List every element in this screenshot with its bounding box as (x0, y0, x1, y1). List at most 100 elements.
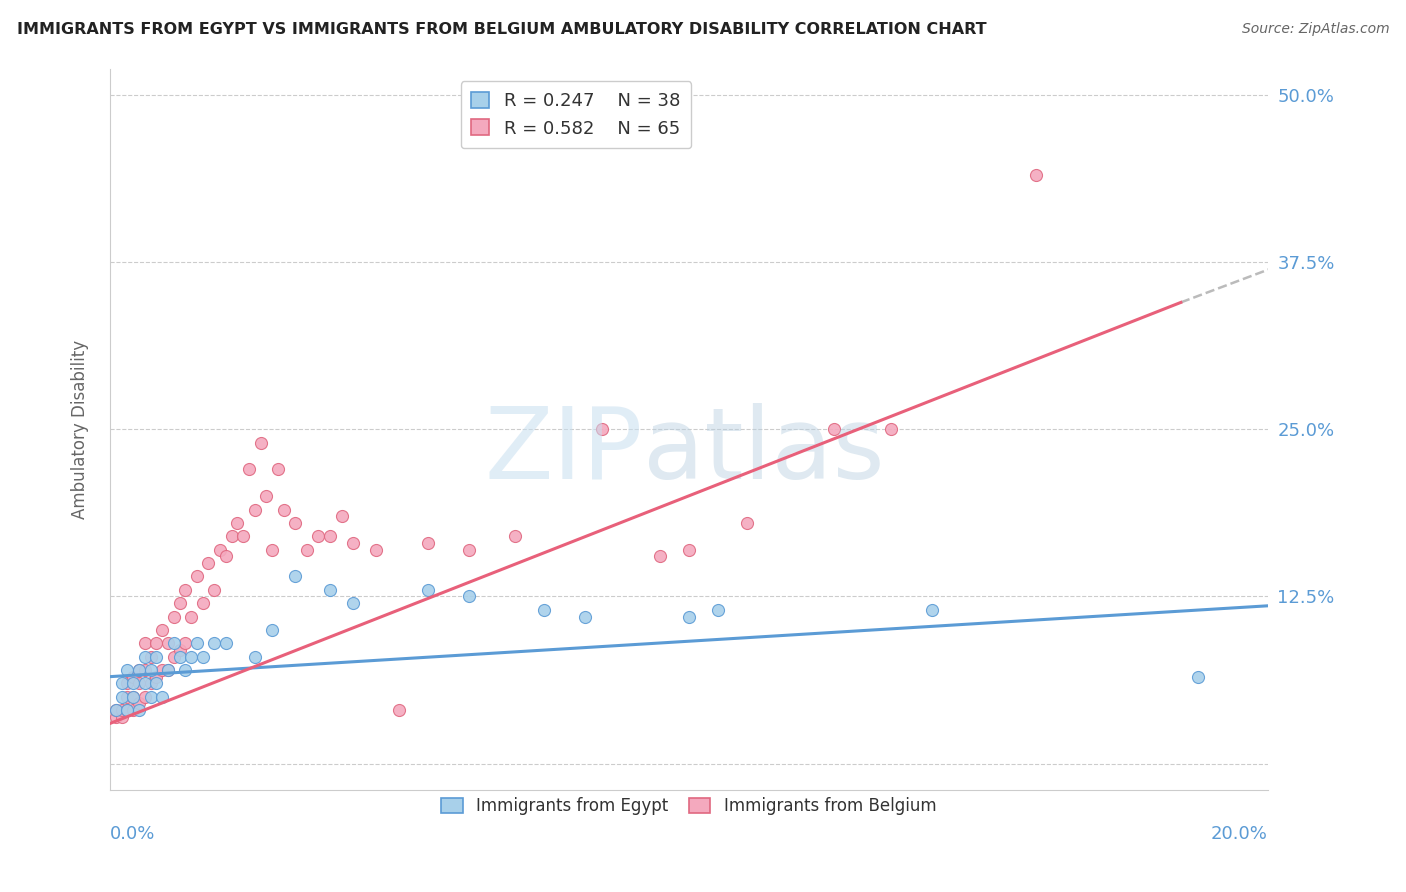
Point (707, 603, 730, 617)
Point (180, 649, 202, 664)
Point (134, 636, 156, 650)
Point (574, 609, 596, 624)
Point (111, 690, 134, 704)
Point (128, 703, 150, 717)
Point (169, 643, 191, 657)
Point (262, 542, 284, 557)
Point (134, 676, 156, 690)
Point (330, 509, 353, 524)
Text: 0.0%: 0.0% (110, 825, 156, 843)
Point (226, 516, 249, 530)
Point (458, 590, 481, 604)
Text: atlas: atlas (643, 402, 884, 500)
Point (186, 636, 208, 650)
Point (163, 636, 186, 650)
Point (134, 649, 156, 664)
Point (191, 596, 214, 610)
Point (202, 582, 225, 597)
Point (150, 623, 173, 637)
Point (128, 663, 150, 677)
Point (117, 690, 139, 704)
Text: Source: ZipAtlas.com: Source: ZipAtlas.com (1241, 22, 1389, 37)
Point (648, 549, 671, 564)
Point (117, 676, 139, 690)
Point (319, 582, 342, 597)
Point (122, 670, 145, 684)
Point (139, 690, 162, 704)
Point (104, 710, 127, 724)
Point (104, 703, 127, 717)
Point (145, 670, 167, 684)
Point (150, 690, 173, 704)
Point (111, 703, 134, 717)
Point (174, 582, 197, 597)
Point (678, 542, 700, 557)
Point (295, 542, 318, 557)
Point (735, 516, 758, 530)
Point (163, 609, 186, 624)
Point (174, 636, 197, 650)
Point (215, 549, 238, 564)
Point (111, 676, 134, 690)
Point (366, 542, 388, 557)
Point (678, 609, 700, 624)
Point (139, 676, 162, 690)
Point (823, 422, 845, 436)
Point (117, 703, 139, 717)
Point (128, 697, 150, 711)
Point (319, 529, 342, 543)
Point (232, 529, 254, 543)
Point (104, 703, 127, 717)
Point (145, 649, 167, 664)
Point (128, 676, 150, 690)
Point (209, 542, 232, 557)
Point (156, 663, 179, 677)
Point (243, 649, 266, 664)
Point (273, 502, 295, 516)
Point (186, 569, 208, 583)
Point (122, 676, 145, 690)
Point (145, 676, 167, 690)
Point (533, 603, 555, 617)
Point (418, 536, 440, 550)
Point (307, 529, 329, 543)
Point (156, 636, 179, 650)
Point (191, 649, 214, 664)
Point (215, 636, 238, 650)
Point (169, 649, 191, 664)
Point (591, 422, 613, 436)
Point (111, 710, 134, 724)
Point (145, 636, 167, 650)
Point (202, 636, 225, 650)
Point (267, 462, 290, 476)
Point (388, 703, 411, 717)
Point (134, 663, 156, 677)
Point (163, 649, 186, 664)
Point (254, 489, 277, 503)
Y-axis label: Ambulatory Disability: Ambulatory Disability (72, 340, 89, 519)
Point (221, 529, 243, 543)
Point (174, 663, 197, 677)
Point (418, 582, 440, 597)
Point (1025, 169, 1047, 183)
Point (117, 703, 139, 717)
Point (921, 603, 943, 617)
Legend: Immigrants from Egypt, Immigrants from Belgium: Immigrants from Egypt, Immigrants from B… (434, 790, 943, 822)
Point (249, 435, 271, 450)
Point (134, 690, 156, 704)
Text: 20.0%: 20.0% (1211, 825, 1268, 843)
Point (238, 462, 260, 476)
Point (458, 542, 481, 557)
Point (880, 422, 903, 436)
Point (139, 649, 162, 664)
Point (342, 596, 364, 610)
Point (243, 502, 266, 516)
Point (197, 556, 219, 570)
Point (150, 663, 173, 677)
Point (122, 690, 145, 704)
Point (180, 609, 202, 624)
Point (122, 690, 145, 704)
Point (169, 596, 191, 610)
Text: ZIP: ZIP (484, 402, 643, 500)
Point (122, 703, 145, 717)
